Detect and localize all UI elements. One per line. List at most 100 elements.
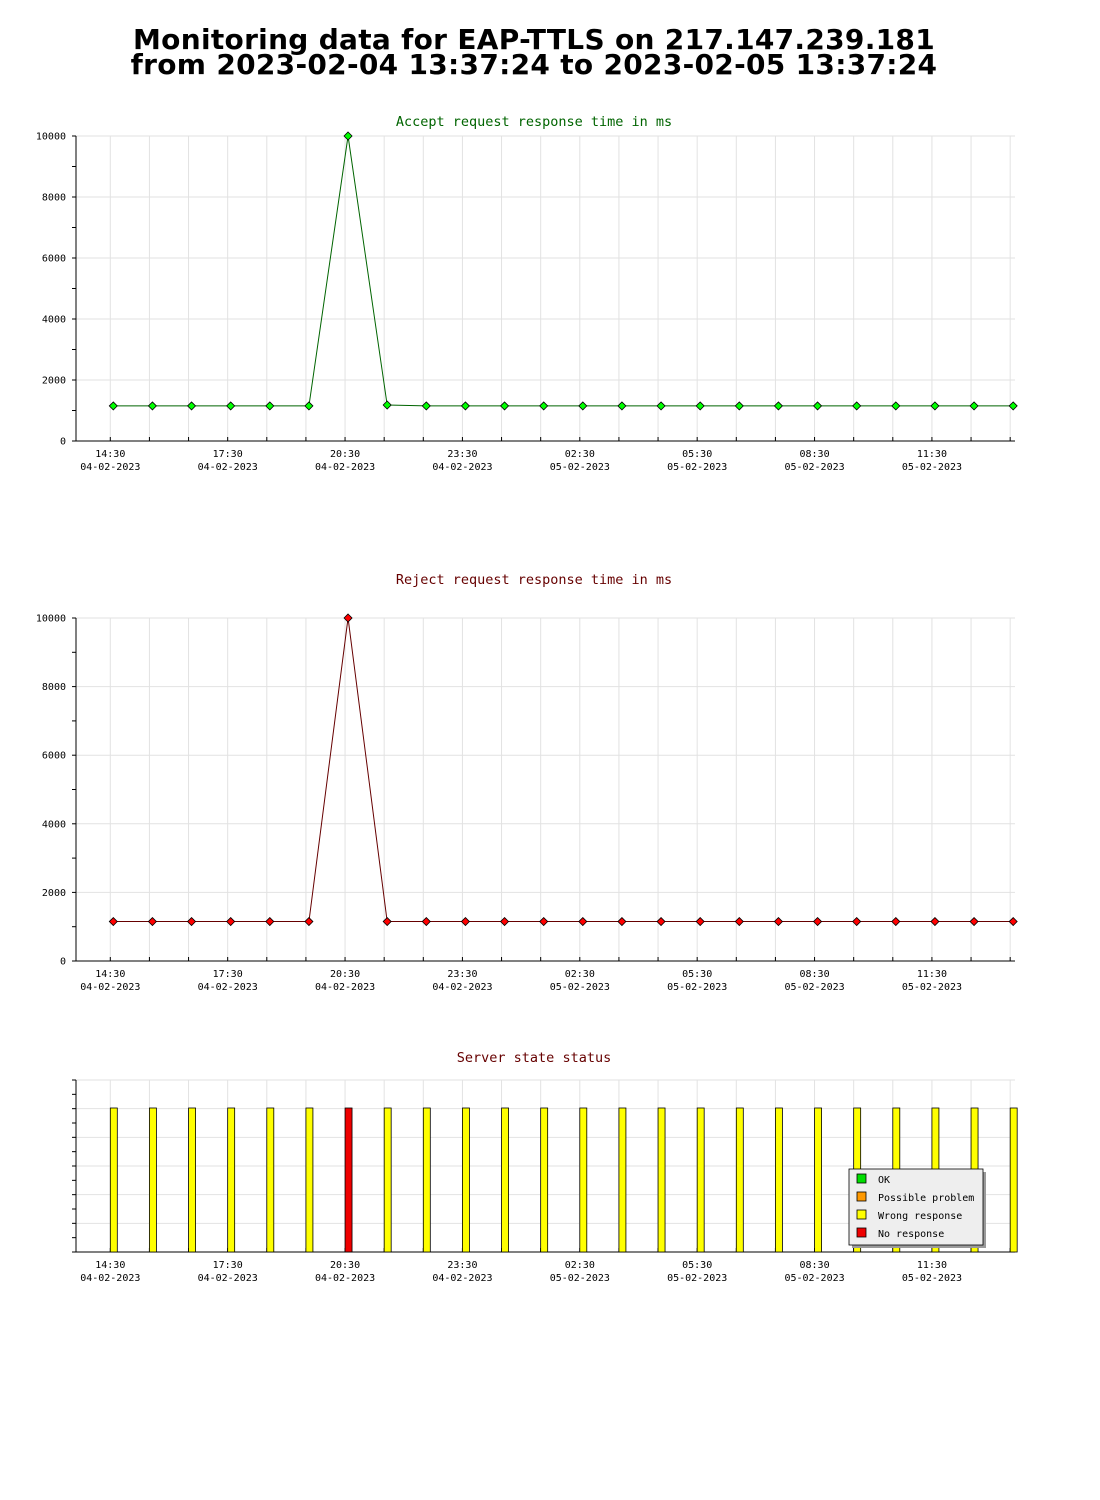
data-point-marker: [812, 916, 823, 927]
y-tick-label: 10000: [36, 132, 66, 143]
data-point-marker: [891, 916, 901, 927]
x-tick-label-time: 14:30: [95, 969, 125, 980]
reject-response-time-chart: Reject request response time in ms 0 2000 4…: [36, 572, 1018, 993]
data-point-marker: [930, 916, 940, 927]
y-tick-label: 6000: [42, 254, 66, 265]
x-tick-label-time: 08:30: [799, 449, 829, 460]
x-tick-label-date: 05-02-2023: [667, 982, 727, 993]
chart-title: Accept request response time in ms: [396, 114, 672, 130]
x-tick-label-date: 05-02-2023: [902, 462, 962, 473]
y-tick-label: 8000: [42, 193, 66, 204]
data-point-marker: [930, 401, 940, 411]
x-tick-label-time: 11:30: [917, 449, 947, 460]
data-point-marker: [969, 401, 979, 411]
status-bar: [814, 1107, 822, 1253]
data-point-marker: [734, 916, 744, 927]
status-bar: [227, 1107, 236, 1253]
status-bar: [696, 1107, 705, 1253]
y-tick-label: 6000: [42, 751, 66, 762]
data-point-marker: [852, 916, 862, 927]
data-point-marker: [891, 401, 901, 411]
legend-swatch: [856, 1173, 867, 1184]
x-tick-label-time: 05:30: [682, 1260, 712, 1271]
data-point-marker: [226, 401, 236, 411]
chart-title: Reject request response time in ms: [396, 572, 672, 588]
data-point-marker: [656, 916, 666, 927]
data-point-marker: [773, 401, 783, 411]
y-tick-label: 0: [60, 437, 66, 448]
x-tick-label-date: 05-02-2023: [550, 1273, 610, 1284]
x-tick-label-time: 23:30: [447, 1260, 477, 1271]
data-point-marker: [1008, 916, 1018, 927]
x-tick-label-date: 04-02-2023: [432, 462, 492, 473]
status-bar: [501, 1107, 509, 1253]
data-point-marker: [265, 401, 275, 411]
data-point-marker: [1008, 401, 1018, 411]
data-point-marker: [969, 916, 979, 927]
status-bar: [149, 1107, 157, 1253]
x-tick-label-date: 04-02-2023: [432, 982, 492, 993]
x-tick-label-date: 05-02-2023: [784, 462, 844, 473]
data-point-marker: [852, 401, 862, 411]
data-point-marker: [265, 916, 275, 927]
series-line: [113, 135, 1014, 407]
data-point-marker: [539, 401, 549, 411]
data-point-marker: [304, 916, 314, 927]
x-tick-label-date: 04-02-2023: [198, 462, 258, 473]
x-tick-label-time: 08:30: [799, 1260, 829, 1271]
status-bar: [188, 1107, 196, 1253]
x-tick-label-time: 17:30: [213, 449, 243, 460]
y-tick-label: 4000: [42, 315, 66, 326]
x-tick-label-date: 04-02-2023: [80, 982, 140, 993]
data-point-marker: [226, 916, 236, 927]
server-state-status-chart: Server state status 14:30 04-02-2023 17:30 0…: [72, 1050, 1018, 1284]
data-point-marker: [617, 401, 627, 411]
x-tick-label-time: 02:30: [565, 969, 595, 980]
data-point-marker: [539, 916, 549, 927]
legend-label: OK: [878, 1175, 890, 1186]
legend-swatch: [856, 1209, 867, 1220]
chart-title: Server state status: [457, 1050, 611, 1066]
x-tick-label-date: 04-02-2023: [432, 1273, 492, 1284]
y-tick-label: 10000: [36, 614, 66, 625]
data-point-marker: [108, 401, 118, 411]
status-bar: [540, 1107, 549, 1253]
legend-label: Possible problem: [878, 1193, 974, 1204]
x-tick-label-time: 14:30: [95, 449, 125, 460]
legend-label: No response: [878, 1229, 944, 1240]
status-bar: [735, 1107, 744, 1253]
page-title-line-1: Monitoring data for EAP-TTLS on 217.147.…: [133, 23, 935, 56]
status-bar: [462, 1107, 470, 1253]
x-tick-label-date: 05-02-2023: [902, 982, 962, 993]
x-tick-label-time: 17:30: [213, 969, 243, 980]
y-tick-label: 2000: [42, 888, 66, 899]
data-point-marker: [499, 401, 510, 411]
x-tick-label-time: 05:30: [682, 969, 712, 980]
x-tick-label-date: 05-02-2023: [550, 462, 610, 473]
y-tick-label: 8000: [42, 682, 66, 693]
data-point-marker: [656, 401, 666, 411]
legend-label: Wrong response: [878, 1211, 962, 1222]
data-point-marker: [578, 401, 588, 411]
status-bar: [344, 1107, 353, 1253]
y-tick-label: 2000: [42, 376, 66, 387]
y-tick-label: 4000: [42, 819, 66, 830]
x-tick-label-date: 04-02-2023: [315, 1273, 375, 1284]
data-point-marker: [460, 916, 470, 927]
data-point-marker: [382, 400, 392, 410]
data-point-marker: [147, 401, 157, 411]
data-point-marker: [499, 916, 510, 927]
status-bar: [775, 1107, 783, 1253]
x-tick-label-date: 04-02-2023: [315, 462, 375, 473]
legend-swatch: [856, 1191, 867, 1202]
x-tick-label-time: 23:30: [447, 969, 477, 980]
data-point-marker: [382, 916, 392, 927]
data-point-marker: [695, 401, 705, 411]
x-tick-label-time: 05:30: [682, 449, 712, 460]
x-tick-label-time: 08:30: [799, 969, 829, 980]
data-point-marker: [186, 401, 197, 411]
status-bar: [383, 1107, 392, 1253]
x-tick-label-date: 04-02-2023: [80, 1273, 140, 1284]
x-tick-label-time: 17:30: [213, 1260, 243, 1271]
x-tick-label-date: 05-02-2023: [667, 462, 727, 473]
